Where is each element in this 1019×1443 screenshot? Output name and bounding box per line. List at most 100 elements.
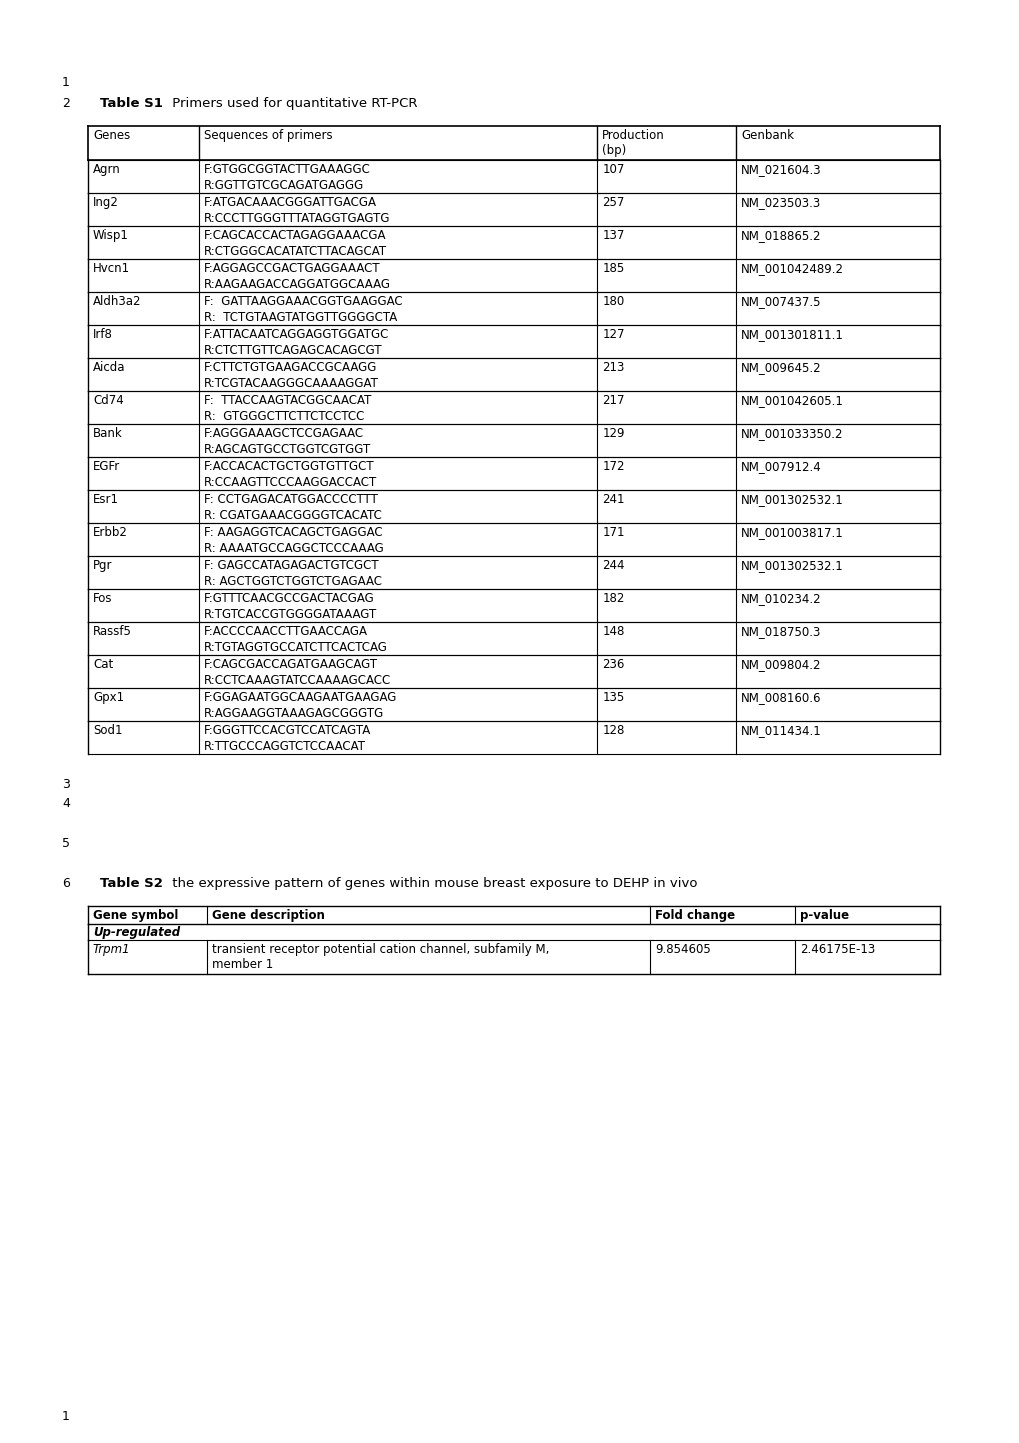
Text: NM_009645.2: NM_009645.2 — [741, 361, 821, 374]
Text: R:CTCTTGTTCAGAGCACAGCGT: R:CTCTTGTTCAGAGCACAGCGT — [204, 343, 382, 356]
Text: R:  GTGGGCTTCTTCTCCTCC: R: GTGGGCTTCTTCTCCTCC — [204, 410, 364, 423]
Text: Irf8: Irf8 — [93, 328, 113, 341]
Text: F:GTTTCAACGCCGACTACGAG: F:GTTTCAACGCCGACTACGAG — [204, 592, 375, 605]
Text: 1: 1 — [62, 1410, 70, 1423]
Text: 127: 127 — [602, 328, 625, 341]
Text: Production
(bp): Production (bp) — [602, 128, 664, 157]
Text: Gene symbol: Gene symbol — [93, 909, 178, 922]
Text: R:CCCTTGGGTTTATAGGTGAGTG: R:CCCTTGGGTTTATAGGTGAGTG — [204, 212, 390, 225]
Text: 185: 185 — [602, 261, 624, 274]
Text: R:TGTAGGTGCCATCTTCACTCAG: R:TGTAGGTGCCATCTTCACTCAG — [204, 641, 387, 654]
Text: Sod1: Sod1 — [93, 723, 122, 736]
Text: R:TGTCACCGTGGGGATAAAGT: R:TGTCACCGTGGGGATAAAGT — [204, 608, 377, 620]
Text: 135: 135 — [602, 691, 624, 704]
Text: Wisp1: Wisp1 — [93, 228, 128, 241]
Text: 244: 244 — [602, 558, 625, 571]
Text: 148: 148 — [602, 625, 624, 638]
Text: F: GAGCCATAGAGACTGTCGCT: F: GAGCCATAGAGACTGTCGCT — [204, 558, 378, 571]
Text: NM_023503.3: NM_023503.3 — [741, 196, 820, 209]
Text: 172: 172 — [602, 460, 625, 473]
Text: F:GGAGAATGGCAAGAATGAAGAG: F:GGAGAATGGCAAGAATGAAGAG — [204, 691, 397, 704]
Text: Rassf5: Rassf5 — [93, 625, 131, 638]
Text: Agrn: Agrn — [93, 163, 120, 176]
Text: R:AGGAAGGTAAAGAGCGGGTG: R:AGGAAGGTAAAGAGCGGGTG — [204, 707, 384, 720]
Text: Genbank: Genbank — [741, 128, 794, 141]
Text: 1: 1 — [62, 76, 70, 89]
Text: 182: 182 — [602, 592, 624, 605]
Text: Table S1: Table S1 — [100, 97, 163, 110]
Text: NM_001003817.1: NM_001003817.1 — [741, 525, 843, 538]
Text: NM_001301811.1: NM_001301811.1 — [741, 328, 844, 341]
Text: Genes: Genes — [93, 128, 130, 141]
Text: R:CCTCAAAGTATCCAAAAGCACC: R:CCTCAAAGTATCCAAAAGCACC — [204, 674, 391, 687]
Text: Fold change: Fold change — [654, 909, 735, 922]
Text: NM_010234.2: NM_010234.2 — [741, 592, 821, 605]
Text: NM_001302532.1: NM_001302532.1 — [741, 558, 843, 571]
Text: F:ACCCCAACCTTGAACCAGA: F:ACCCCAACCTTGAACCAGA — [204, 625, 368, 638]
Text: NM_011434.1: NM_011434.1 — [741, 723, 821, 736]
Text: Gpx1: Gpx1 — [93, 691, 124, 704]
Text: R:AGCAGTGCCTGGTCGTGGT: R:AGCAGTGCCTGGTCGTGGT — [204, 443, 371, 456]
Text: 4: 4 — [62, 797, 70, 810]
Text: R: CGATGAAACGGGGTCACATC: R: CGATGAAACGGGGTCACATC — [204, 509, 382, 522]
Text: 257: 257 — [602, 196, 624, 209]
Text: R:  TCTGTAAGTATGGTTGGGGCTA: R: TCTGTAAGTATGGTTGGGGCTA — [204, 312, 397, 325]
Text: Cd74: Cd74 — [93, 394, 123, 407]
Text: Bank: Bank — [93, 427, 122, 440]
Text: NM_008160.6: NM_008160.6 — [741, 691, 821, 704]
Text: R: AAAATGCCAGGCTCCCAAAG: R: AAAATGCCAGGCTCCCAAAG — [204, 543, 383, 556]
Text: 9.854605: 9.854605 — [654, 942, 710, 955]
Text: 180: 180 — [602, 294, 624, 307]
Text: R:CCAAGTTCCCAAGGACCACT: R:CCAAGTTCCCAAGGACCACT — [204, 476, 377, 489]
Text: F:CTTCTGTGAAGACCGCAAGG: F:CTTCTGTGAAGACCGCAAGG — [204, 361, 377, 374]
Text: F:GTGGCGGTACTTGAAAGGC: F:GTGGCGGTACTTGAAAGGC — [204, 163, 371, 176]
Text: NM_018865.2: NM_018865.2 — [741, 228, 821, 241]
Text: 5: 5 — [62, 837, 70, 850]
Text: R:CTGGGCACATATCTTACAGCAT: R:CTGGGCACATATCTTACAGCAT — [204, 245, 387, 258]
Text: F:ATGACAAACGGGATTGACGA: F:ATGACAAACGGGATTGACGA — [204, 196, 377, 209]
Text: Fos: Fos — [93, 592, 112, 605]
Text: 241: 241 — [602, 492, 625, 505]
Text: 6: 6 — [62, 877, 70, 890]
Text: 2: 2 — [62, 97, 70, 110]
Text: Ing2: Ing2 — [93, 196, 119, 209]
Text: 128: 128 — [602, 723, 624, 736]
Text: 236: 236 — [602, 658, 624, 671]
Text: Trpm1: Trpm1 — [93, 942, 130, 955]
Text: 217: 217 — [602, 394, 625, 407]
Text: F:CAGCGACCAGATGAAGCAGT: F:CAGCGACCAGATGAAGCAGT — [204, 658, 378, 671]
Text: Gene description: Gene description — [212, 909, 325, 922]
Text: NM_018750.3: NM_018750.3 — [741, 625, 821, 638]
Text: F: CCTGAGACATGGACCCCTTT: F: CCTGAGACATGGACCCCTTT — [204, 492, 378, 505]
Text: 2.46175E-13: 2.46175E-13 — [799, 942, 874, 955]
Text: R:GGTTGTCGCAGATGAGGG: R:GGTTGTCGCAGATGAGGG — [204, 179, 364, 192]
Text: R: AGCTGGTCTGGTCTGAGAAC: R: AGCTGGTCTGGTCTGAGAAC — [204, 576, 382, 589]
Text: Esr1: Esr1 — [93, 492, 119, 505]
Text: Primers used for quantitative RT-PCR: Primers used for quantitative RT-PCR — [168, 97, 417, 110]
Text: F:ATTACAATCAGGAGGTGGATGC: F:ATTACAATCAGGAGGTGGATGC — [204, 328, 389, 341]
Text: the expressive pattern of genes within mouse breast exposure to DEHP in vivo: the expressive pattern of genes within m… — [168, 877, 697, 890]
Text: 171: 171 — [602, 525, 625, 538]
Text: 3: 3 — [62, 778, 70, 791]
Text: 213: 213 — [602, 361, 624, 374]
Text: transient receptor potential cation channel, subfamily M,
member 1: transient receptor potential cation chan… — [212, 942, 549, 971]
Text: Sequences of primers: Sequences of primers — [204, 128, 332, 141]
Text: F:GGGTTCCACGTCCATCAGTA: F:GGGTTCCACGTCCATCAGTA — [204, 723, 371, 736]
Text: EGFr: EGFr — [93, 460, 120, 473]
Text: Cat: Cat — [93, 658, 113, 671]
Text: Aldh3a2: Aldh3a2 — [93, 294, 142, 307]
Text: 107: 107 — [602, 163, 624, 176]
Text: NM_001302532.1: NM_001302532.1 — [741, 492, 843, 505]
Text: Up-regulated: Up-regulated — [93, 925, 180, 938]
Text: Hvcn1: Hvcn1 — [93, 261, 130, 274]
Text: Table S2: Table S2 — [100, 877, 163, 890]
Text: NM_021604.3: NM_021604.3 — [741, 163, 821, 176]
Text: NM_007437.5: NM_007437.5 — [741, 294, 821, 307]
Text: F:CAGCACCACTAGAGGAAACGA: F:CAGCACCACTAGAGGAAACGA — [204, 228, 386, 241]
Text: p-value: p-value — [799, 909, 849, 922]
Text: 137: 137 — [602, 228, 624, 241]
Text: Aicda: Aicda — [93, 361, 125, 374]
Text: NM_001042605.1: NM_001042605.1 — [741, 394, 844, 407]
Text: R:AAGAAGACCAGGATGGCAAAG: R:AAGAAGACCAGGATGGCAAAG — [204, 278, 390, 291]
Text: NM_007912.4: NM_007912.4 — [741, 460, 821, 473]
